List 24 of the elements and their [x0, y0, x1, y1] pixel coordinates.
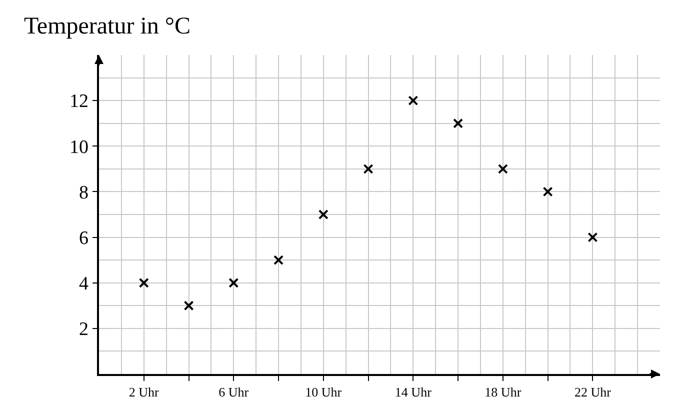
point: [542, 186, 553, 197]
x-tick-label: 22 Uhr: [574, 384, 612, 400]
y-tick-label: 4: [78, 274, 89, 295]
y-tick-label: 2: [78, 319, 88, 340]
point: [453, 118, 464, 128]
x-tick-label: 2 Uhr: [128, 384, 160, 400]
y-tick-label: 6: [78, 228, 88, 249]
x-tick-label: 18 Uhr: [484, 384, 522, 400]
chart-title: Temperatur in °C: [24, 13, 190, 40]
point: [588, 232, 598, 242]
y-tick-label: 10: [69, 136, 88, 158]
y-tick-label: 12: [69, 91, 88, 112]
point: [138, 278, 149, 288]
point: [498, 164, 508, 174]
point: [408, 96, 418, 106]
x-tick-label: 10 Uhr: [305, 384, 342, 400]
point: [228, 278, 239, 288]
x-tick-label: 14 Uhr: [394, 384, 432, 400]
point: [363, 164, 374, 174]
point: [184, 300, 194, 311]
x-tick-label: 6 Uhr: [218, 384, 250, 400]
point: [318, 210, 328, 220]
y-tick-label: 8: [78, 182, 88, 204]
point: [274, 255, 284, 266]
